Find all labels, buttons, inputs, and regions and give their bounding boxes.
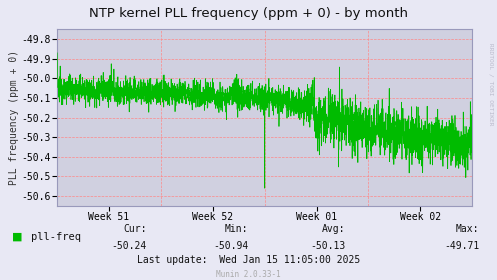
- Text: -50.13: -50.13: [310, 241, 345, 251]
- Text: Munin 2.0.33-1: Munin 2.0.33-1: [216, 270, 281, 279]
- Text: -50.24: -50.24: [111, 241, 147, 251]
- Text: pll-freq: pll-freq: [31, 232, 82, 242]
- Text: -49.71: -49.71: [444, 241, 480, 251]
- Text: Avg:: Avg:: [322, 224, 345, 234]
- Text: ■: ■: [12, 232, 23, 242]
- Text: Cur:: Cur:: [123, 224, 147, 234]
- Y-axis label: PLL frequency (ppm + 0): PLL frequency (ppm + 0): [9, 50, 19, 185]
- Text: NTP kernel PLL frequency (ppm + 0) - by month: NTP kernel PLL frequency (ppm + 0) - by …: [89, 7, 408, 20]
- Text: RRDTOOL / TOBI OETIKER: RRDTOOL / TOBI OETIKER: [489, 43, 494, 125]
- Text: -50.94: -50.94: [213, 241, 248, 251]
- Text: Min:: Min:: [225, 224, 248, 234]
- Text: Max:: Max:: [456, 224, 480, 234]
- Text: Last update:  Wed Jan 15 11:05:00 2025: Last update: Wed Jan 15 11:05:00 2025: [137, 255, 360, 265]
